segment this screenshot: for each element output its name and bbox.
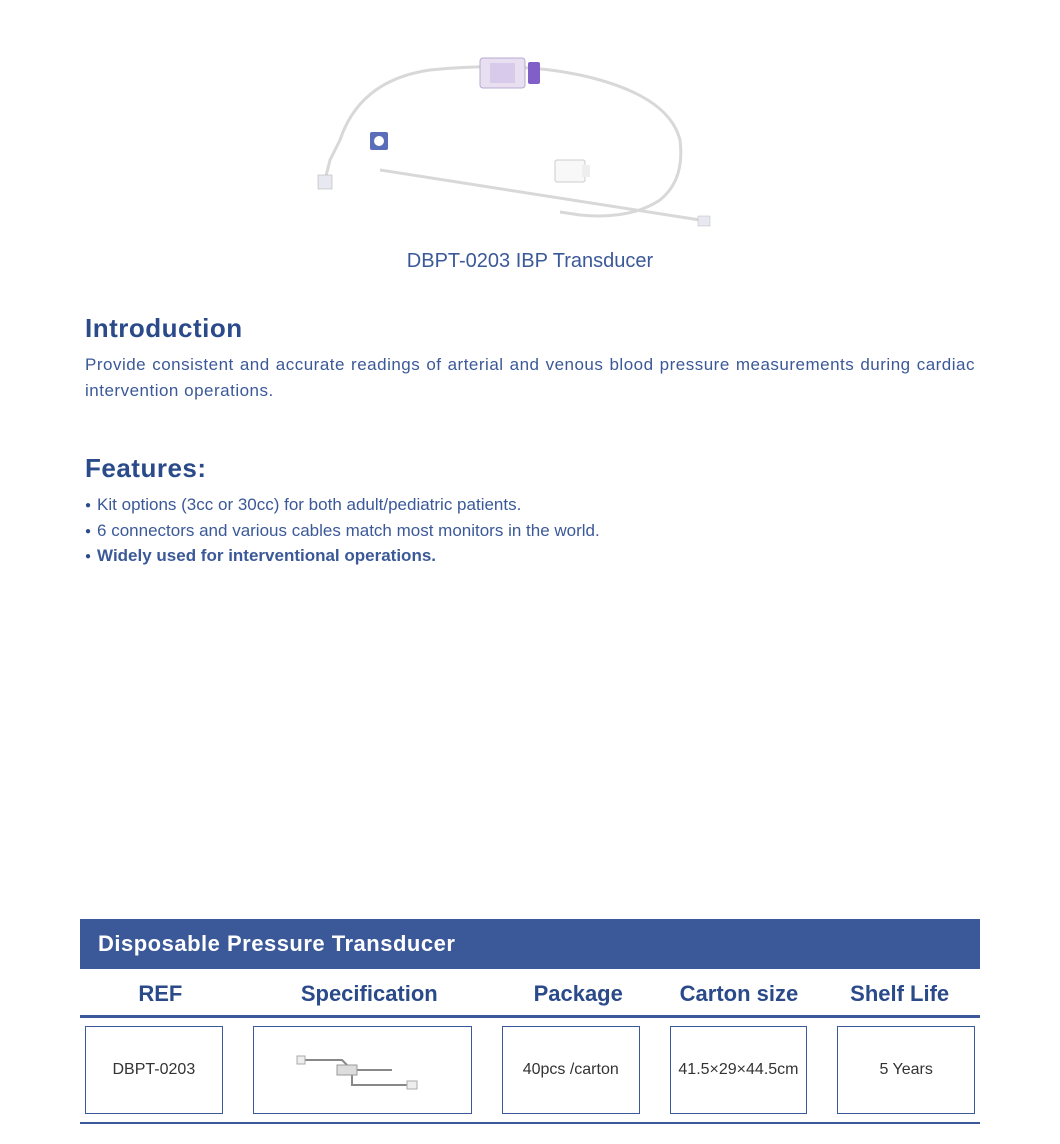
feature-item: Kit options (3cc or 30cc) for both adult…: [85, 492, 975, 518]
table-column-headers: REFSpecificationPackageCarton sizeShelf …: [80, 969, 980, 1018]
table-column-header: Carton size: [659, 981, 820, 1007]
product-title: DBPT-0203 IBP Transducer: [0, 250, 1060, 273]
product-image: [280, 40, 780, 240]
features-heading: Features:: [85, 453, 975, 484]
introduction-section: Introduction Provide consistent and accu…: [0, 313, 1060, 403]
table-column-header: Specification: [241, 981, 498, 1007]
spec-table: Disposable Pressure Transducer REFSpecif…: [0, 919, 1060, 1124]
introduction-heading: Introduction: [85, 313, 975, 344]
table-column-header: Shelf Life: [819, 981, 980, 1007]
feature-item: 6 connectors and various cables match mo…: [85, 518, 975, 544]
features-list: Kit options (3cc or 30cc) for both adult…: [85, 492, 975, 569]
specification-cell: [253, 1026, 472, 1114]
carton-size-cell: 41.5×29×44.5cm: [670, 1026, 808, 1114]
table-column-header: Package: [498, 981, 659, 1007]
table-column-header: REF: [80, 981, 241, 1007]
table-body: DBPT-0203 40pcs /carton 41.5×29×44.5cm 5 Ye…: [80, 1018, 980, 1124]
ref-cell: DBPT-0203: [85, 1026, 223, 1114]
features-section: Features: Kit options (3cc or 30cc) for …: [0, 453, 1060, 569]
table-row: DBPT-0203 40pcs /carton 41.5×29×44.5cm 5 Ye…: [80, 1018, 980, 1124]
shelf-life-cell: 5 Years: [837, 1026, 975, 1114]
feature-item: Widely used for interventional operation…: [85, 543, 975, 569]
table-title-bar: Disposable Pressure Transducer: [80, 919, 980, 969]
package-cell: 40pcs /carton: [502, 1026, 640, 1114]
introduction-text: Provide consistent and accurate readings…: [85, 352, 975, 403]
